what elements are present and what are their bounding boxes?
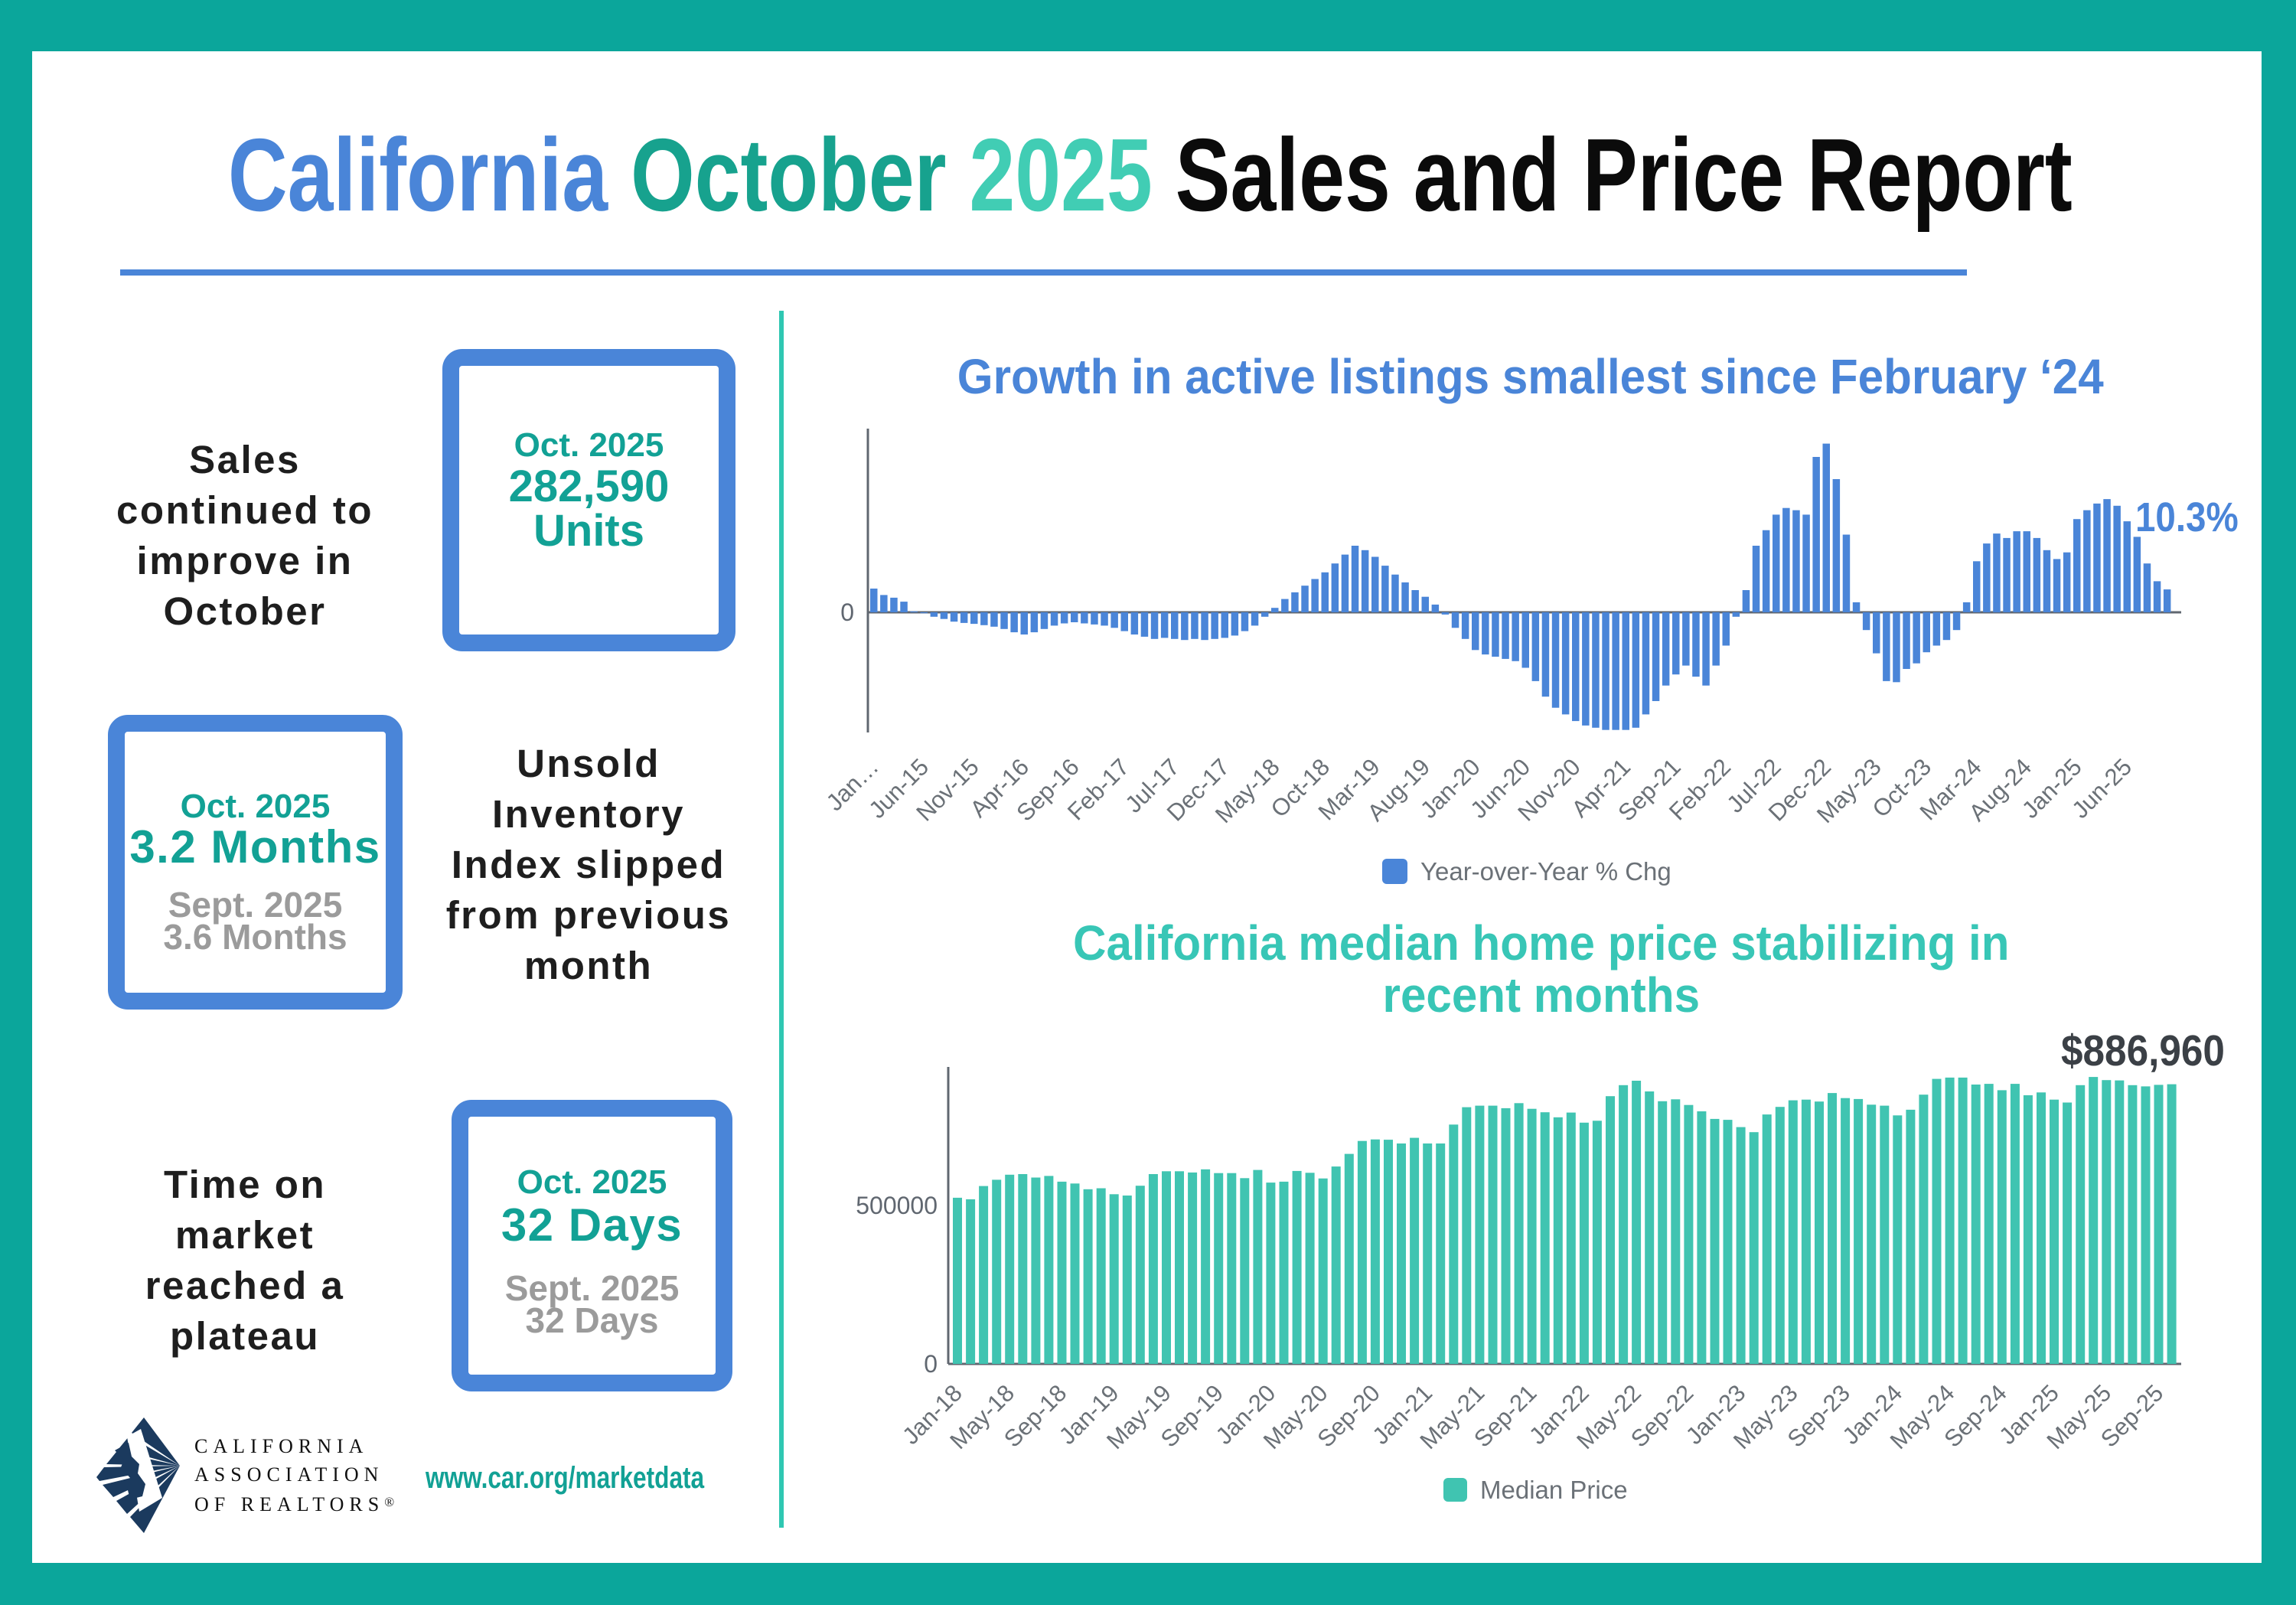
svg-text:0: 0 [840,599,854,626]
svg-text:Median Price: Median Price [1480,1476,1628,1504]
svg-text:0: 0 [924,1350,938,1378]
svg-text:Year-over-Year % Chg: Year-over-Year % Chg [1420,857,1671,886]
svg-text:500000: 500000 [856,1192,938,1219]
